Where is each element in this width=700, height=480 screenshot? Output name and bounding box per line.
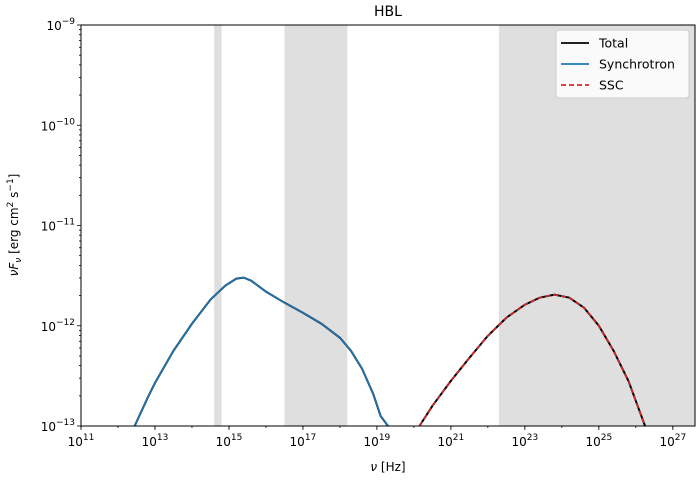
shaded-band-1 <box>214 25 222 426</box>
x-tick-label: 1027 <box>659 433 686 449</box>
shaded-band-2 <box>284 25 348 426</box>
y-tick-label: 10−13 <box>41 418 75 434</box>
series-ssc <box>418 293 646 426</box>
x-axis-label: ν [Hz] <box>370 460 405 474</box>
x-tick-label: 1023 <box>511 433 538 449</box>
x-ticks: 1011 1013 1015 1017 1019 1021 1023 1025 1027 <box>68 426 686 449</box>
y-ticks: 10−13 10−12 10−11 10−10 10−9 <box>41 17 81 434</box>
x-tick-label: 1013 <box>142 433 169 449</box>
chart-title: HBL <box>374 4 402 20</box>
x-tick-label: 1017 <box>290 433 317 449</box>
y-tick-label: 10−12 <box>41 318 75 334</box>
curves <box>133 276 647 426</box>
legend-label-ssc: SSC <box>599 78 624 93</box>
y-tick-label: 10−9 <box>46 17 75 33</box>
x-tick-label: 1025 <box>585 433 612 449</box>
series-synchrotron <box>133 276 389 426</box>
y-tick-label: 10−11 <box>41 218 75 234</box>
x-tick-label: 1019 <box>364 433 391 449</box>
legend-box <box>555 29 690 99</box>
legend-label-synchrotron: Synchrotron <box>599 57 675 72</box>
y-tick-label: 10−10 <box>41 117 76 133</box>
legend-label-total: Total <box>598 36 628 51</box>
x-tick-label: 1015 <box>216 433 243 449</box>
x-tick-label: 1021 <box>438 433 465 449</box>
legend: Total Synchrotron SSC <box>555 29 690 99</box>
x-tick-label: 1011 <box>68 433 95 449</box>
y-axis-label: νFν [erg cm2 s−1] <box>6 174 24 277</box>
